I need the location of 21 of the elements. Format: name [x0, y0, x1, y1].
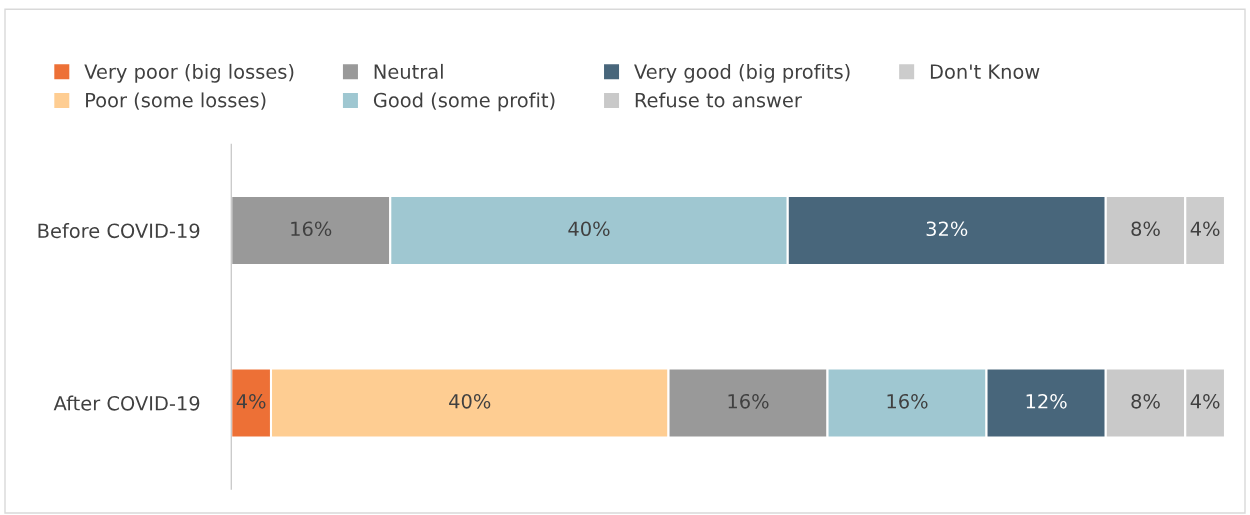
y-tick-label: After COVID-19 — [53, 395, 200, 411]
data-label: 40% — [449, 393, 491, 409]
legend-label: Refuse to answer — [635, 92, 802, 108]
legend-label: Don't Know — [930, 64, 1040, 79]
legend-label: Very poor (big losses) — [84, 63, 294, 83]
data-label: 12% — [1026, 393, 1067, 409]
data-label: 8% — [1131, 221, 1160, 237]
data-label: 4% — [236, 393, 266, 409]
legend-label: Neutral — [374, 63, 443, 79]
data-label: 4% — [1190, 221, 1220, 237]
data-label: 16% — [728, 393, 769, 409]
legend-label: Good (some profit) — [373, 92, 555, 112]
data-label: 40% — [568, 221, 610, 237]
data-label: 16% — [887, 393, 928, 409]
legend-label: Very good (big profits) — [634, 63, 850, 83]
data-label: 8% — [1131, 393, 1160, 409]
data-label: 4% — [1190, 393, 1220, 409]
data-label: 16% — [291, 221, 332, 237]
data-label: 32% — [926, 221, 968, 237]
legend-label: Poor (some losses) — [86, 92, 266, 110]
y-tick-label: Before COVID-19 — [38, 223, 200, 239]
